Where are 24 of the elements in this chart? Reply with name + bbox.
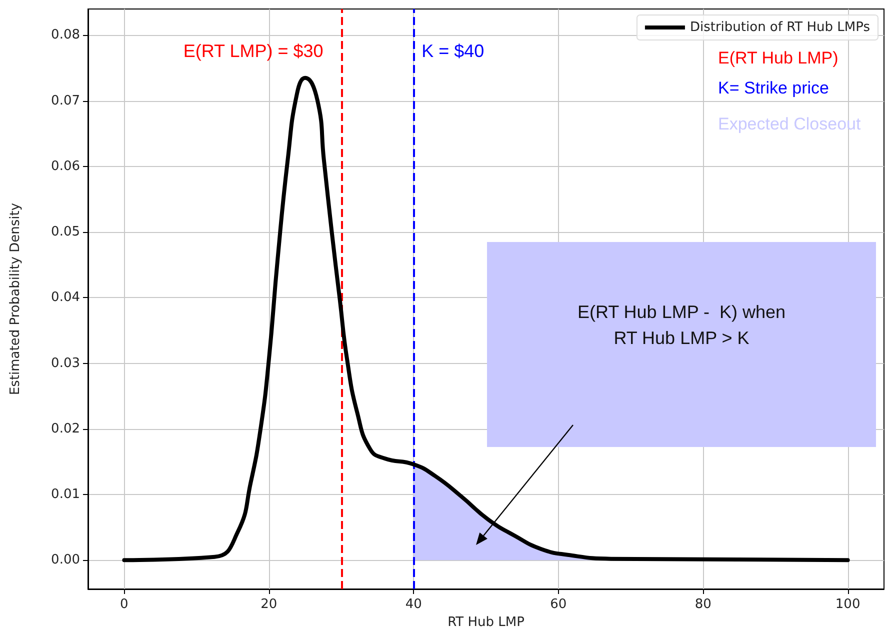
y-tick-label: 0.06 [51,158,80,174]
y-tick-label: 0.02 [51,421,80,436]
annotation: K= Strike price [718,78,830,98]
x-tick-label: 20 [260,597,278,612]
x-axis-title: RT Hub LMP [448,615,525,630]
x-tick-label: 40 [405,597,422,612]
y-tick-label: 0.01 [51,487,80,502]
y-tick-label: 0.08 [51,28,80,43]
x-tick-label: 60 [550,597,567,612]
y-tick-label: 0.00 [51,552,80,568]
ref-line-label: K = $40 [422,41,484,62]
y-tick-label: 0.04 [51,290,80,306]
note-box: E(RT Hub LMP - K) when RT Hub LMP > K [487,242,876,447]
annotation: E(RT Hub LMP - K) when RT Hub LMP > K [577,300,786,350]
legend-label: Distribution of RT Hub LMPs [690,20,870,35]
y-axis-title: Estimated Probability Density [8,202,23,396]
x-tick-label: 100 [835,597,860,612]
y-tick-label: 0.07 [51,93,80,108]
y-tick-label: 0.05 [51,224,80,240]
x-tick-label: 80 [694,597,712,612]
x-tick-label: 0 [120,597,128,612]
y-tick-label: 0.03 [51,356,80,371]
ref-line-label: E(RT LMP) = $30 [183,41,324,62]
annotation: E(RT Hub LMP) [718,48,838,68]
